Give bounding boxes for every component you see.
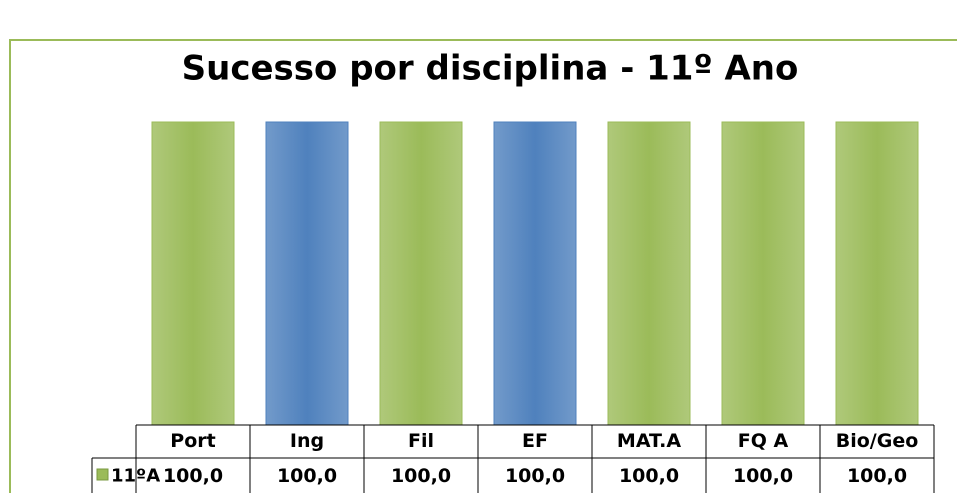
x-tick-label: Port: [170, 430, 215, 452]
value-label: 100,0: [619, 465, 679, 487]
bar: [721, 121, 805, 426]
bar: [379, 121, 463, 426]
x-tick-label: EF: [522, 430, 548, 452]
legend-swatch: [96, 468, 109, 481]
chart-title: Sucesso por disciplina - 11º Ano: [182, 49, 799, 89]
chart-border: [9, 39, 957, 493]
bar: [607, 121, 691, 426]
x-tick-label: FQ A: [738, 430, 789, 452]
value-label: 100,0: [163, 465, 223, 487]
bar: [265, 121, 349, 426]
x-tick-label: Bio/Geo: [836, 430, 919, 452]
value-label: 100,0: [847, 465, 907, 487]
x-tick-label: MAT.A: [617, 430, 681, 452]
bar: [493, 121, 577, 426]
value-label: 100,0: [277, 465, 337, 487]
value-label: 100,0: [733, 465, 793, 487]
bar: [151, 121, 235, 426]
x-tick-label: Ing: [290, 430, 324, 452]
bar: [835, 121, 919, 426]
legend-label: 11ºA: [111, 466, 160, 487]
value-label: 100,0: [391, 465, 451, 487]
value-label: 100,0: [505, 465, 565, 487]
x-tick-label: Fil: [408, 430, 434, 452]
